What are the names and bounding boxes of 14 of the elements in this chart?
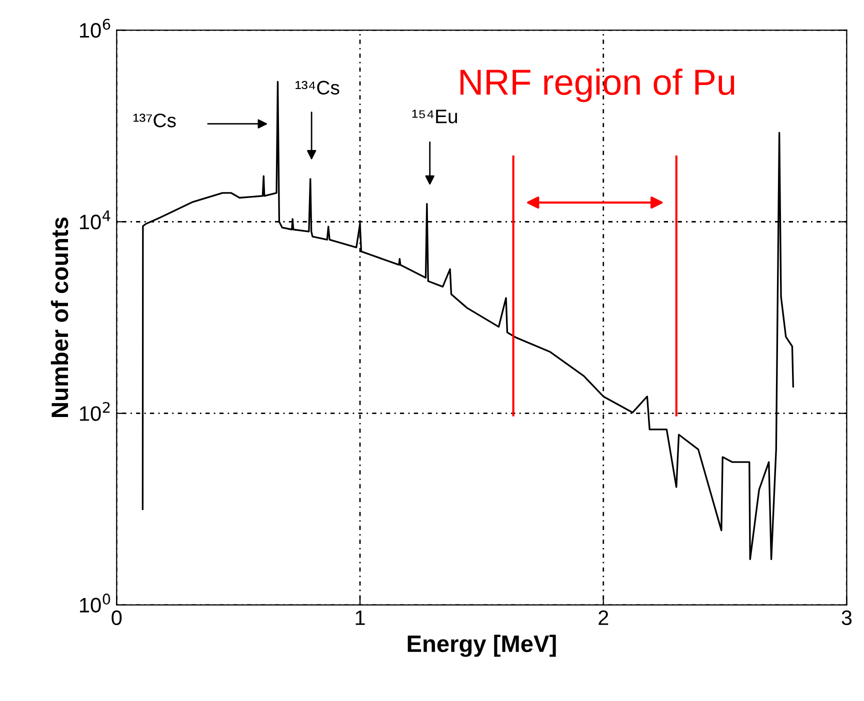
x-axis-title: Energy [MeV]	[408, 634, 556, 657]
y-axis-title: Number of counts	[50, 218, 68, 417]
annotation: NRF region of Pu	[460, 68, 734, 102]
annotation: ¹⁵⁴Eu	[412, 110, 457, 124]
x-tick-label: 0	[112, 610, 122, 626]
annotation: ¹³⁷Cs	[133, 114, 176, 128]
x-tick-label: 2	[598, 610, 608, 625]
annotation: ¹³⁴Cs	[296, 80, 340, 95]
y-tick-label: 10$^{0}$	[80, 594, 110, 613]
x-tick-label: 3	[842, 610, 852, 626]
y-tick-label: 10$^{2}$	[80, 402, 110, 421]
y-tick-label: 10$^{6}$	[80, 18, 110, 38]
y-tick-label: 10$^{4}$	[80, 210, 110, 230]
x-tick-label: 1	[356, 610, 365, 625]
